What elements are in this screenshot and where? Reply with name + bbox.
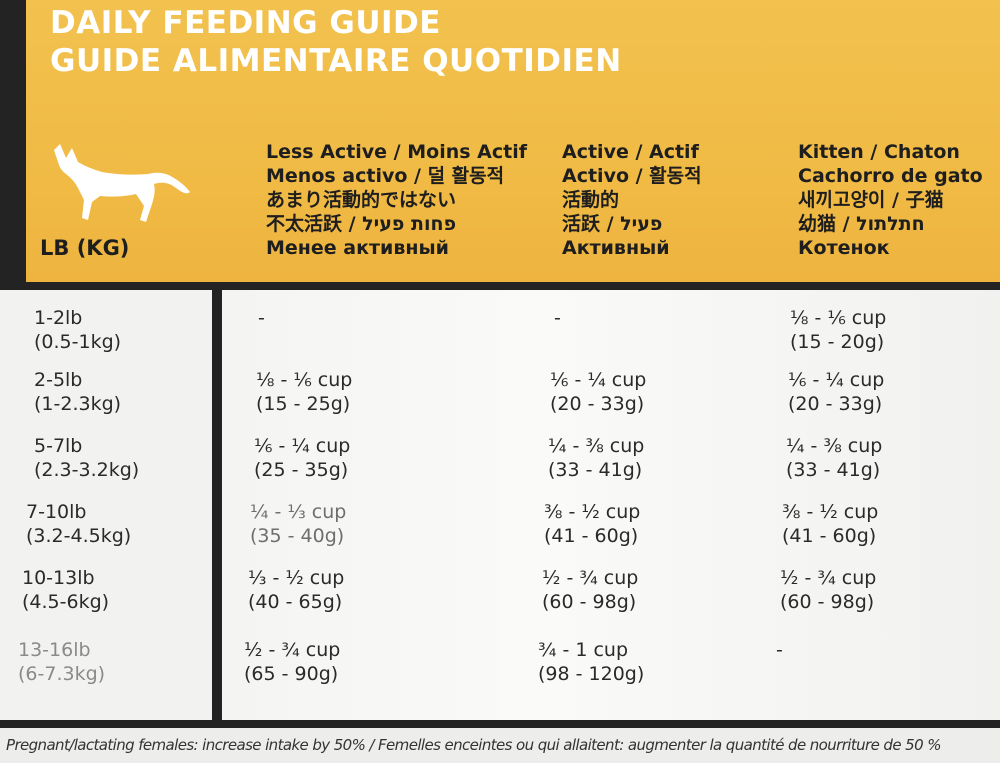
weight-column-panel — [0, 290, 212, 720]
column-header-line: Активный — [562, 237, 670, 259]
portion-cup: ¼ - ⅓ cup — [250, 501, 347, 523]
weight-row-4: 7-10lb (3.2-4.5kg) — [26, 500, 196, 548]
weight-row-3: 5-7lb (2.3-3.2kg) — [34, 434, 204, 482]
weight-lb: 5-7lb — [34, 435, 83, 457]
portion-grams: (60 - 98g) — [780, 591, 875, 613]
portion-cell: ¼ - ⅜ cup (33 - 41g) — [548, 434, 644, 482]
portion-cup: ⅛ - ⅙ cup — [256, 369, 353, 391]
portion-cell: ⅙ - ¼ cup (20 - 33g) — [788, 368, 884, 416]
portion-cup: ½ - ¾ cup — [780, 567, 877, 589]
title-english: DAILY FEEDING GUIDE — [50, 5, 441, 41]
portion-grams: (33 - 41g) — [548, 459, 643, 481]
guide-title: DAILY FEEDING GUIDE GUIDE ALIMENTAIRE QU… — [50, 4, 950, 80]
portion-cell: ½ - ¾ cup (60 - 98g) — [542, 566, 638, 614]
weight-kg: (0.5-1kg) — [34, 331, 122, 353]
portion-cell: ⅜ - ½ cup (41 - 60g) — [782, 500, 878, 548]
portion-grams: (20 - 33g) — [550, 393, 645, 415]
portion-grams: (15 - 20g) — [790, 331, 885, 353]
column-header-line: Less Active / Moins Actif — [266, 141, 527, 163]
portion-cell: ¼ - ⅜ cup (33 - 41g) — [786, 434, 882, 482]
column-header-line: 새끼고양이 / 子猫 — [798, 189, 944, 211]
footer-note: Pregnant/lactating females: increase int… — [6, 736, 941, 754]
portion-grams: (41 - 60g) — [544, 525, 639, 547]
column-header-line: Kitten / Chaton — [798, 141, 960, 163]
portion-cup: ⅙ - ¼ cup — [550, 369, 647, 391]
portion-cup: ⅛ - ⅙ cup — [790, 307, 887, 329]
portion-cup: ¼ - ⅜ cup — [548, 435, 645, 457]
weight-lb: 7-10lb — [26, 501, 87, 523]
portion-cell: ⅙ - ¼ cup (20 - 33g) — [550, 368, 646, 416]
portion-cup: ½ - ¾ cup — [542, 567, 639, 589]
footer-note-bar: Pregnant/lactating females: increase int… — [0, 728, 1000, 763]
column-header-line: 活動的 — [562, 189, 620, 211]
portion-grams: (33 - 41g) — [786, 459, 881, 481]
portion-cell: ⅜ - ½ cup (41 - 60g) — [544, 500, 640, 548]
portion-table-panel — [222, 290, 1000, 720]
weight-lb: 1-2lb — [34, 307, 83, 329]
portion-cup: ½ - ¾ cup — [244, 639, 341, 661]
column-header-line: あまり活動的ではない — [266, 189, 457, 211]
weight-lb: 13-16lb — [18, 639, 91, 661]
portion-cell: - — [258, 306, 265, 330]
portion-cup: ⅜ - ½ cup — [544, 501, 641, 523]
portion-grams: (40 - 65g) — [248, 591, 343, 613]
portion-cell: ½ - ¾ cup (65 - 90g) — [244, 638, 340, 686]
portion-cell: ⅛ - ⅙ cup (15 - 25g) — [256, 368, 352, 416]
weight-kg: (6-7.3kg) — [18, 663, 106, 685]
column-header-less-active: Less Active / Moins Actif Menos activo /… — [266, 140, 527, 260]
portion-cell: - — [554, 306, 561, 330]
portion-cell: - — [776, 638, 783, 662]
portion-grams: (98 - 120g) — [538, 663, 645, 685]
weight-row-2: 2-5lb (1-2.3kg) — [34, 368, 204, 416]
weight-row-5: 10-13lb (4.5-6kg) — [22, 566, 192, 614]
portion-cup: ¼ - ⅜ cup — [786, 435, 883, 457]
column-header-line: Менее активный — [266, 237, 449, 259]
weight-kg: (3.2-4.5kg) — [26, 525, 132, 547]
portion-cell: ¾ - 1 cup (98 - 120g) — [538, 638, 644, 686]
portion-cup: ⅜ - ½ cup — [782, 501, 879, 523]
column-header-kitten: Kitten / Chaton Cachorro de gato 새끼고양이 /… — [798, 140, 983, 260]
weight-lb: 2-5lb — [34, 369, 83, 391]
portion-cup: - — [554, 307, 561, 329]
portion-grams: (15 - 25g) — [256, 393, 351, 415]
portion-cup: ⅙ - ¼ cup — [254, 435, 351, 457]
unit-label: LB (KG) — [40, 236, 130, 260]
column-header-line: 活跃 / פעיל — [562, 213, 663, 235]
portion-grams: (65 - 90g) — [244, 663, 339, 685]
weight-row-1: 1-2lb (0.5-1kg) — [34, 306, 204, 354]
header-band — [26, 0, 1000, 282]
portion-cup: ¾ - 1 cup — [538, 639, 629, 661]
portion-grams: (35 - 40g) — [250, 525, 345, 547]
title-french: GUIDE ALIMENTAIRE QUOTIDIEN — [50, 43, 622, 79]
portion-cup: ⅓ - ½ cup — [248, 567, 345, 589]
portion-cell: ½ - ¾ cup (60 - 98g) — [780, 566, 876, 614]
column-header-line: Activo / 활동적 — [562, 165, 702, 187]
weight-lb: 10-13lb — [22, 567, 95, 589]
portion-grams: (25 - 35g) — [254, 459, 349, 481]
column-header-line: Menos activo / 덜 활동적 — [266, 165, 505, 187]
weight-kg: (1-2.3kg) — [34, 393, 122, 415]
column-header-line: Cachorro de gato — [798, 165, 983, 187]
portion-grams: (41 - 60g) — [782, 525, 877, 547]
weight-kg: (2.3-3.2kg) — [34, 459, 140, 481]
portion-cell: ¼ - ⅓ cup (35 - 40g) — [250, 500, 346, 548]
portion-cup: - — [258, 307, 265, 329]
column-header-line: Котенок — [798, 237, 890, 259]
portion-cell: ⅛ - ⅙ cup (15 - 20g) — [790, 306, 886, 354]
portion-grams: (20 - 33g) — [788, 393, 883, 415]
column-header-line: 不太活跃 / פחות פעיל — [266, 213, 457, 235]
weight-row-6: 13-16lb (6-7.3kg) — [18, 638, 188, 686]
column-header-line: Active / Actif — [562, 141, 699, 163]
weight-kg: (4.5-6kg) — [22, 591, 110, 613]
column-header-line: 幼猫 / חתלתול — [798, 213, 925, 235]
portion-grams: (60 - 98g) — [542, 591, 637, 613]
portion-cup: ⅙ - ¼ cup — [788, 369, 885, 391]
portion-cup: - — [776, 639, 783, 661]
column-header-active: Active / Actif Activo / 활동적 活動的 活跃 / פעי… — [562, 140, 702, 260]
portion-cell: ⅓ - ½ cup (40 - 65g) — [248, 566, 344, 614]
cat-silhouette-icon — [54, 144, 190, 222]
portion-cell: ⅙ - ¼ cup (25 - 35g) — [254, 434, 350, 482]
